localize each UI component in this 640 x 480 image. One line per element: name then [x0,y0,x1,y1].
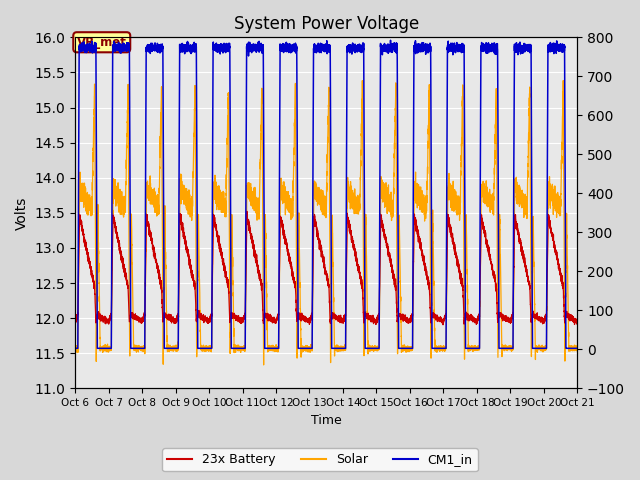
Text: VR_met: VR_met [77,36,127,49]
X-axis label: Time: Time [311,414,342,427]
Y-axis label: Volts: Volts [15,196,29,229]
Legend: 23x Battery, Solar, CM1_in: 23x Battery, Solar, CM1_in [163,448,477,471]
Title: System Power Voltage: System Power Voltage [234,15,419,33]
